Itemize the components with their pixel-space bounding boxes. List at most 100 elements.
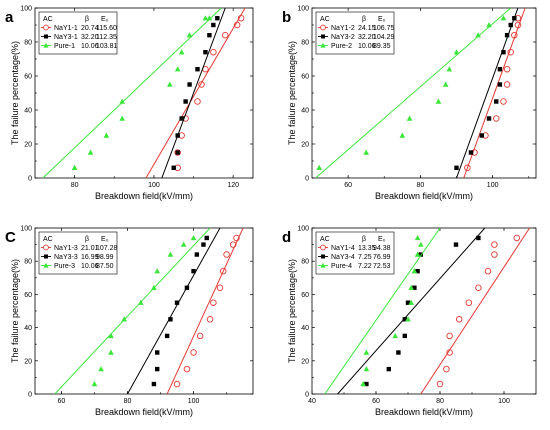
plot-area (315, 8, 526, 178)
data-point (211, 22, 216, 28)
data-point (497, 67, 503, 72)
data-point (405, 316, 411, 322)
data-point (151, 284, 157, 290)
data-point (363, 349, 370, 355)
y-tick-label: 20 (301, 358, 309, 365)
data-point (174, 66, 181, 72)
fit-line (337, 228, 486, 394)
y-tick-label: 80 (24, 259, 32, 266)
data-point (396, 350, 401, 355)
x-tick-label: 60 (372, 398, 380, 405)
data-point (501, 50, 506, 55)
fit-line (166, 228, 244, 394)
y-tick-label: 0 (305, 392, 309, 399)
data-point (446, 66, 453, 72)
y-tick-label: 80 (301, 259, 309, 266)
chart-panel-b: 0 20 40 60 80 100 60 80 100 Breakdown field(kV/mm… (282, 6, 537, 201)
plot-area (324, 228, 531, 394)
data-point (503, 81, 511, 88)
x-axis-title: Breakdown field(kV/mm) (375, 191, 473, 201)
data-point (166, 81, 173, 87)
data-point (405, 300, 411, 305)
data-point (223, 251, 230, 258)
x-tick-label: 100 (188, 398, 200, 405)
x-tick-label: 100 (487, 182, 499, 189)
legend-series-e0: 115.60 (96, 25, 117, 32)
data-point (108, 332, 114, 339)
legend-series-e0: 104.29 (373, 34, 395, 41)
legend-marker (320, 244, 326, 251)
legend-series-beta: 10.06 (81, 43, 99, 50)
data-point (173, 380, 181, 388)
legend-series-e0: 112.35 (96, 34, 117, 41)
y-axis-title: The failure percentage(%) (10, 41, 20, 145)
fit-line (127, 228, 221, 394)
legend-series-name: NaY1-1 (54, 25, 78, 32)
legend-series-e0: 107.28 (96, 245, 118, 252)
data-point (402, 317, 407, 322)
data-point (222, 31, 229, 39)
fit-line (420, 228, 531, 394)
data-point (175, 133, 180, 138)
data-point (180, 241, 187, 247)
data-point (198, 81, 205, 88)
legend-series-beta: 16.99 (81, 254, 99, 261)
data-point (455, 316, 463, 323)
data-point (210, 48, 217, 56)
fit-line (324, 228, 441, 394)
legend-series-name: Pure-1 (54, 43, 75, 50)
data-point (486, 22, 492, 28)
series-pure-2 (315, 8, 512, 178)
legend-marker (44, 34, 48, 39)
data-point (215, 16, 220, 21)
legend-series-beta: 7.22 (358, 263, 372, 270)
data-point (406, 115, 413, 121)
data-point (402, 333, 407, 339)
data-point (175, 150, 180, 155)
data-point (411, 268, 418, 274)
data-point (220, 267, 227, 275)
data-point (364, 381, 369, 387)
data-point (418, 252, 423, 257)
data-point (360, 381, 366, 387)
legend-header-e0: E₀ (378, 16, 386, 23)
data-point (216, 284, 224, 292)
data-point (408, 299, 414, 305)
data-point (316, 164, 323, 170)
x-tick-label: 100 (148, 182, 160, 189)
chart-panel-d: 0 20 40 60 80 100 40 60 80 100 Breakdown field(kV/… (282, 226, 537, 417)
chart-panel-c: 0 20 40 60 80 100 60 80 100 Breakdown field(kV/mm… (5, 226, 254, 417)
y-tick-label: 40 (24, 325, 32, 332)
data-point (179, 116, 184, 121)
data-point (363, 366, 370, 372)
data-point (87, 149, 94, 155)
data-point (497, 82, 503, 87)
legend-series-beta: 10.06 (81, 263, 99, 270)
legend-header-e0: E₀ (101, 236, 109, 243)
data-point (155, 350, 160, 355)
chart-panel-a: 0 20 40 60 80 100 80 100 120 Breakdown field(kV/m… (5, 6, 254, 201)
data-point (500, 98, 507, 105)
legend-marker (320, 24, 326, 31)
data-point (511, 31, 518, 39)
y-tick-label: 0 (28, 176, 32, 183)
data-point (479, 133, 485, 138)
y-tick-label: 60 (24, 292, 32, 299)
data-point (436, 380, 444, 388)
data-point (446, 349, 453, 356)
data-point (186, 32, 193, 38)
legend-header-ac: AC (43, 236, 53, 243)
legend-series-beta: 7.25 (358, 254, 372, 261)
legend-marker (321, 254, 325, 259)
data-point (512, 16, 517, 21)
data-point (178, 49, 185, 55)
data-point (195, 67, 200, 72)
y-tick-label: 60 (24, 74, 32, 81)
legend-marker (320, 42, 326, 48)
data-point (91, 381, 98, 387)
y-tick-label: 60 (301, 74, 309, 81)
legend-series-name: NaY3-1 (54, 34, 78, 41)
y-tick-label: 100 (20, 6, 32, 13)
